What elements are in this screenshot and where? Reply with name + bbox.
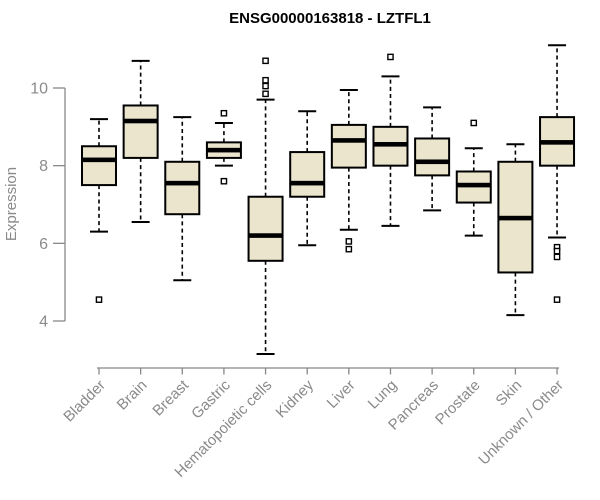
median-brain <box>123 118 158 124</box>
median-kidney <box>290 180 325 186</box>
y-tick-label: 10 <box>30 81 48 98</box>
x-category-label-prostate: Prostate <box>432 377 484 429</box>
x-category-label-skin: Skin <box>493 377 526 410</box>
median-pancreas <box>415 159 450 165</box>
median-hematopoietic-cells <box>248 233 283 238</box>
outlier-marker-gastric <box>220 109 228 117</box>
median-liver <box>331 138 366 143</box>
chart-title: ENSG00000163818 - LZTFL1 <box>229 10 431 27</box>
x-category-label-brain: Brain <box>114 377 151 414</box>
outlier-marker-hematopoietic-cells <box>262 82 269 90</box>
x-category-label-bladder: Bladder <box>60 377 109 426</box>
box-bladder <box>81 145 117 187</box>
y-tick-label: 6 <box>39 236 48 253</box>
y-tick-label: 8 <box>39 158 48 175</box>
outlier-marker-prostate <box>470 119 478 127</box>
median-bladder <box>82 157 116 163</box>
outlier-marker-lung <box>387 53 394 61</box>
box-hematopoietic-cells <box>247 195 284 262</box>
x-category-label-breast: Breast <box>149 376 192 419</box>
outlier-marker-hematopoietic-cells <box>262 76 269 84</box>
median-skin <box>498 215 533 221</box>
median-unknown-other <box>540 140 575 145</box>
box-brain <box>122 104 159 159</box>
box-pancreas <box>414 137 451 177</box>
y-tick-label: 4 <box>39 314 48 331</box>
outlier-marker-bladder <box>95 296 103 303</box>
x-category-label-liver: Liver <box>324 377 359 412</box>
outlier-marker-gastric <box>220 177 228 185</box>
outlier-marker-unknown-other <box>553 296 561 303</box>
median-prostate <box>456 182 491 188</box>
median-lung <box>373 142 408 147</box>
x-category-label-kidney: Kidney <box>273 376 318 421</box>
median-breast <box>165 180 200 186</box>
x-category-label-lung: Lung <box>365 377 401 413</box>
y-axis-title: Expression <box>3 167 20 241</box>
box-liver <box>330 123 367 169</box>
outlier-marker-liver <box>345 245 353 253</box>
outlier-marker-liver <box>345 238 353 245</box>
outlier-marker-unknown-other <box>553 247 561 255</box>
outlier-marker-hematopoietic-cells <box>262 90 269 98</box>
median-gastric <box>206 147 241 153</box>
box-breast <box>164 160 201 216</box>
outlier-marker-hematopoietic-cells <box>262 57 269 65</box>
outlier-marker-unknown-other <box>553 253 561 261</box>
box-kidney <box>289 151 326 198</box>
